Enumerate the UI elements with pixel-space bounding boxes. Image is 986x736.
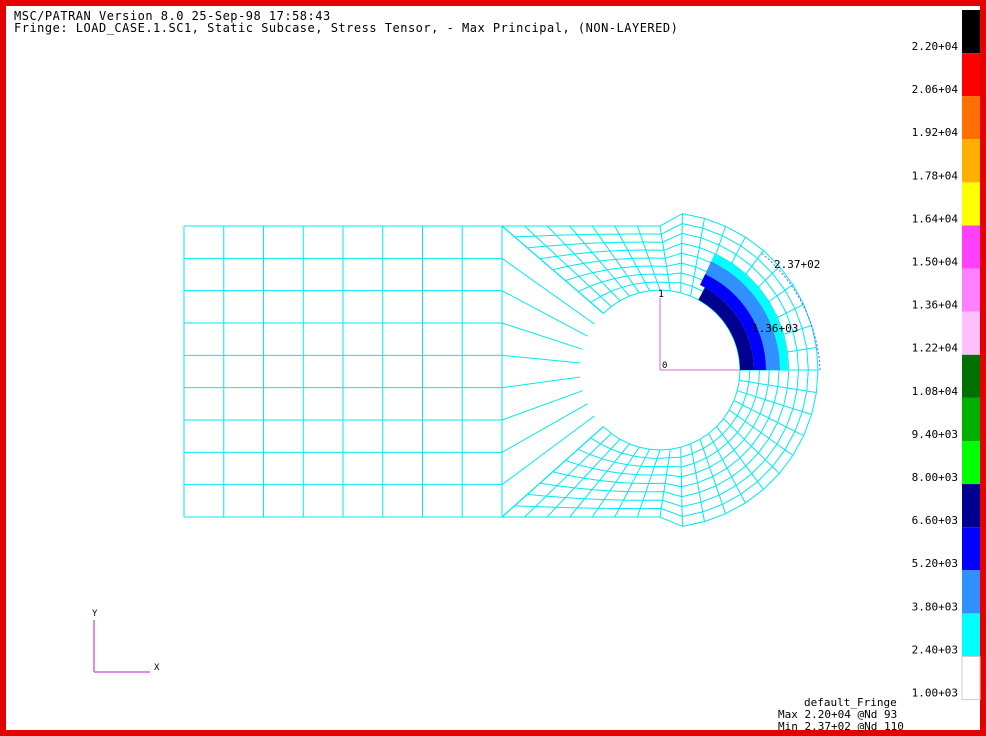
plot-header: MSC/PATRAN Version 8.0 25-Sep-98 17:58:4… <box>14 10 678 34</box>
fringe-description: Fringe: LOAD_CASE.1.SC1, Static Subcase,… <box>14 21 679 35</box>
title-line: MSC/PATRAN Version 8.0 25-Sep-98 17:58:4… <box>14 9 331 23</box>
